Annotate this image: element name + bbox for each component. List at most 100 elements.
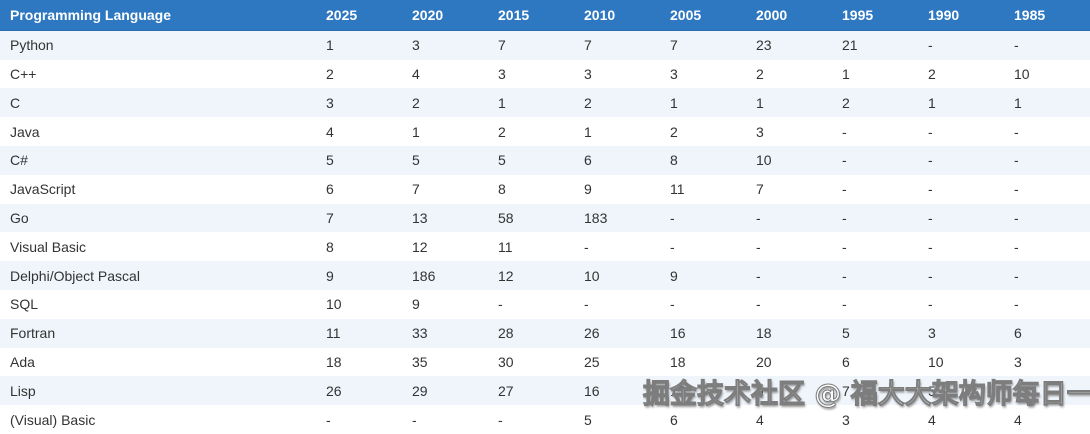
- rank-cell: 1: [756, 94, 764, 111]
- language-cell: Lisp: [10, 382, 36, 399]
- language-cell: Fortran: [10, 325, 56, 342]
- rank-cell: 5: [498, 152, 506, 169]
- rank-cell: 10: [756, 152, 772, 169]
- column-header-language: Programming Language: [10, 6, 172, 23]
- table-row: Python 1 3 7 7 7 23 21 - -: [0, 30, 1090, 60]
- rank-cell: -: [1014, 238, 1019, 255]
- column-header-year: 1985: [1014, 6, 1046, 23]
- rank-cell: 6: [842, 353, 850, 370]
- column-header-year: 1990: [928, 6, 960, 23]
- table-row: Fortran 11 33 28 26 16 18 5 3 6: [0, 318, 1090, 348]
- rank-cell: 8: [498, 181, 506, 198]
- rank-cell: 26: [584, 325, 600, 342]
- rank-cell: 13: [412, 209, 428, 226]
- rank-cell: 1: [670, 94, 678, 111]
- column-header-year: 2025: [326, 6, 358, 23]
- rank-cell: 3: [412, 37, 420, 54]
- rank-cell: 5: [928, 382, 936, 399]
- rank-cell: 30: [498, 353, 514, 370]
- rank-cell: -: [756, 209, 761, 226]
- table-row: Ada 18 35 30 25 18 20 6 10 3: [0, 347, 1090, 377]
- rank-cell: 9: [412, 296, 420, 313]
- rank-cell: -: [1014, 152, 1019, 169]
- rank-cell: 11: [498, 238, 513, 255]
- rank-cell: -: [928, 152, 933, 169]
- rank-cell: 20: [756, 353, 772, 370]
- rank-cell: 2: [670, 123, 678, 140]
- rank-cell: 8: [326, 238, 334, 255]
- language-cell: Java: [10, 123, 40, 140]
- language-cell: Visual Basic: [10, 238, 87, 255]
- rank-cell: 1: [326, 37, 334, 54]
- table-row: Delphi/Object Pascal 9 186 12 10 9 - - - -: [0, 261, 1090, 290]
- rank-cell: 5: [326, 152, 334, 169]
- table-row: Go 7 13 58 183 - - - - -: [0, 203, 1090, 233]
- rank-cell: -: [928, 181, 933, 198]
- rank-cell: 3: [584, 66, 592, 83]
- rank-cell: 4: [1014, 411, 1022, 428]
- rank-cell: 5: [842, 325, 850, 342]
- rank-cell: 2: [1014, 382, 1022, 399]
- rank-cell: -: [326, 411, 331, 428]
- rank-cell: 12: [412, 238, 428, 255]
- rank-cell: 1: [584, 123, 592, 140]
- table-head: Programming Language 2025 2020 2015 2010 200…: [0, 0, 1090, 30]
- rank-cell: 12: [498, 267, 514, 284]
- rank-cell: -: [1014, 37, 1019, 54]
- table-row: C 3 2 1 2 1 1 2 1 1: [0, 88, 1090, 118]
- language-cell: C: [10, 94, 21, 111]
- language-cell: C++: [10, 66, 37, 83]
- rank-cell: 26: [326, 382, 342, 399]
- rank-cell: -: [842, 238, 847, 255]
- column-header-year: 1995: [842, 6, 874, 23]
- rank-cell: 3: [842, 411, 850, 428]
- language-cell: Delphi/Object Pascal: [10, 267, 140, 284]
- rank-cell: 27: [498, 382, 514, 399]
- rank-cell: -: [1014, 267, 1019, 284]
- rank-cell: 11: [326, 325, 341, 342]
- rank-cell: -: [842, 152, 847, 169]
- rank-cell: 21: [842, 37, 858, 54]
- language-cell: Python: [10, 37, 54, 54]
- rank-cell: -: [756, 296, 761, 313]
- rank-cell: 1: [928, 94, 936, 111]
- rank-cell: -: [928, 123, 933, 140]
- rank-cell: 3: [326, 94, 334, 111]
- table-row: Lisp 26 29 27 16 15 9 7 5 2: [0, 376, 1090, 406]
- table-row: Java 4 1 2 1 2 3 - - -: [0, 117, 1090, 147]
- rank-cell: -: [756, 238, 761, 255]
- rank-cell: 7: [756, 181, 764, 198]
- rank-cell: 16: [670, 325, 686, 342]
- rank-cell: -: [1014, 296, 1019, 313]
- rank-cell: -: [670, 238, 675, 255]
- column-header-year: 2010: [584, 6, 616, 23]
- rank-cell: 5: [584, 411, 592, 428]
- rank-cell: 10: [326, 296, 342, 313]
- rank-cell: 9: [756, 382, 764, 399]
- rank-cell: -: [498, 411, 503, 428]
- rank-cell: 6: [584, 152, 592, 169]
- language-cell: Ada: [10, 353, 35, 370]
- rank-cell: -: [842, 123, 847, 140]
- rank-cell: 3: [1014, 353, 1022, 370]
- table-row: (Visual) Basic - - - 5 6 4 3 4 4: [0, 405, 1090, 434]
- rank-cell: 2: [756, 66, 764, 83]
- header-row: Programming Language 2025 2020 2015 2010 200…: [0, 0, 1090, 30]
- rank-cell: 2: [928, 66, 936, 83]
- language-cell: C#: [10, 152, 28, 169]
- rank-cell: 1: [498, 94, 506, 111]
- column-header-year: 2020: [412, 6, 444, 23]
- rank-cell: 9: [670, 267, 678, 284]
- rank-cell: 3: [756, 123, 764, 140]
- rank-cell: -: [412, 411, 417, 428]
- rank-cell: 15: [670, 382, 686, 399]
- rank-cell: 4: [326, 123, 334, 140]
- rank-cell: 18: [326, 353, 342, 370]
- rank-cell: -: [928, 209, 933, 226]
- rank-cell: 4: [756, 411, 764, 428]
- rank-cell: 4: [928, 411, 936, 428]
- rank-cell: 25: [584, 353, 600, 370]
- rank-cell: 8: [670, 152, 678, 169]
- table-row: C# 5 5 5 6 8 10 - - -: [0, 146, 1090, 175]
- language-cell: (Visual) Basic: [10, 411, 96, 428]
